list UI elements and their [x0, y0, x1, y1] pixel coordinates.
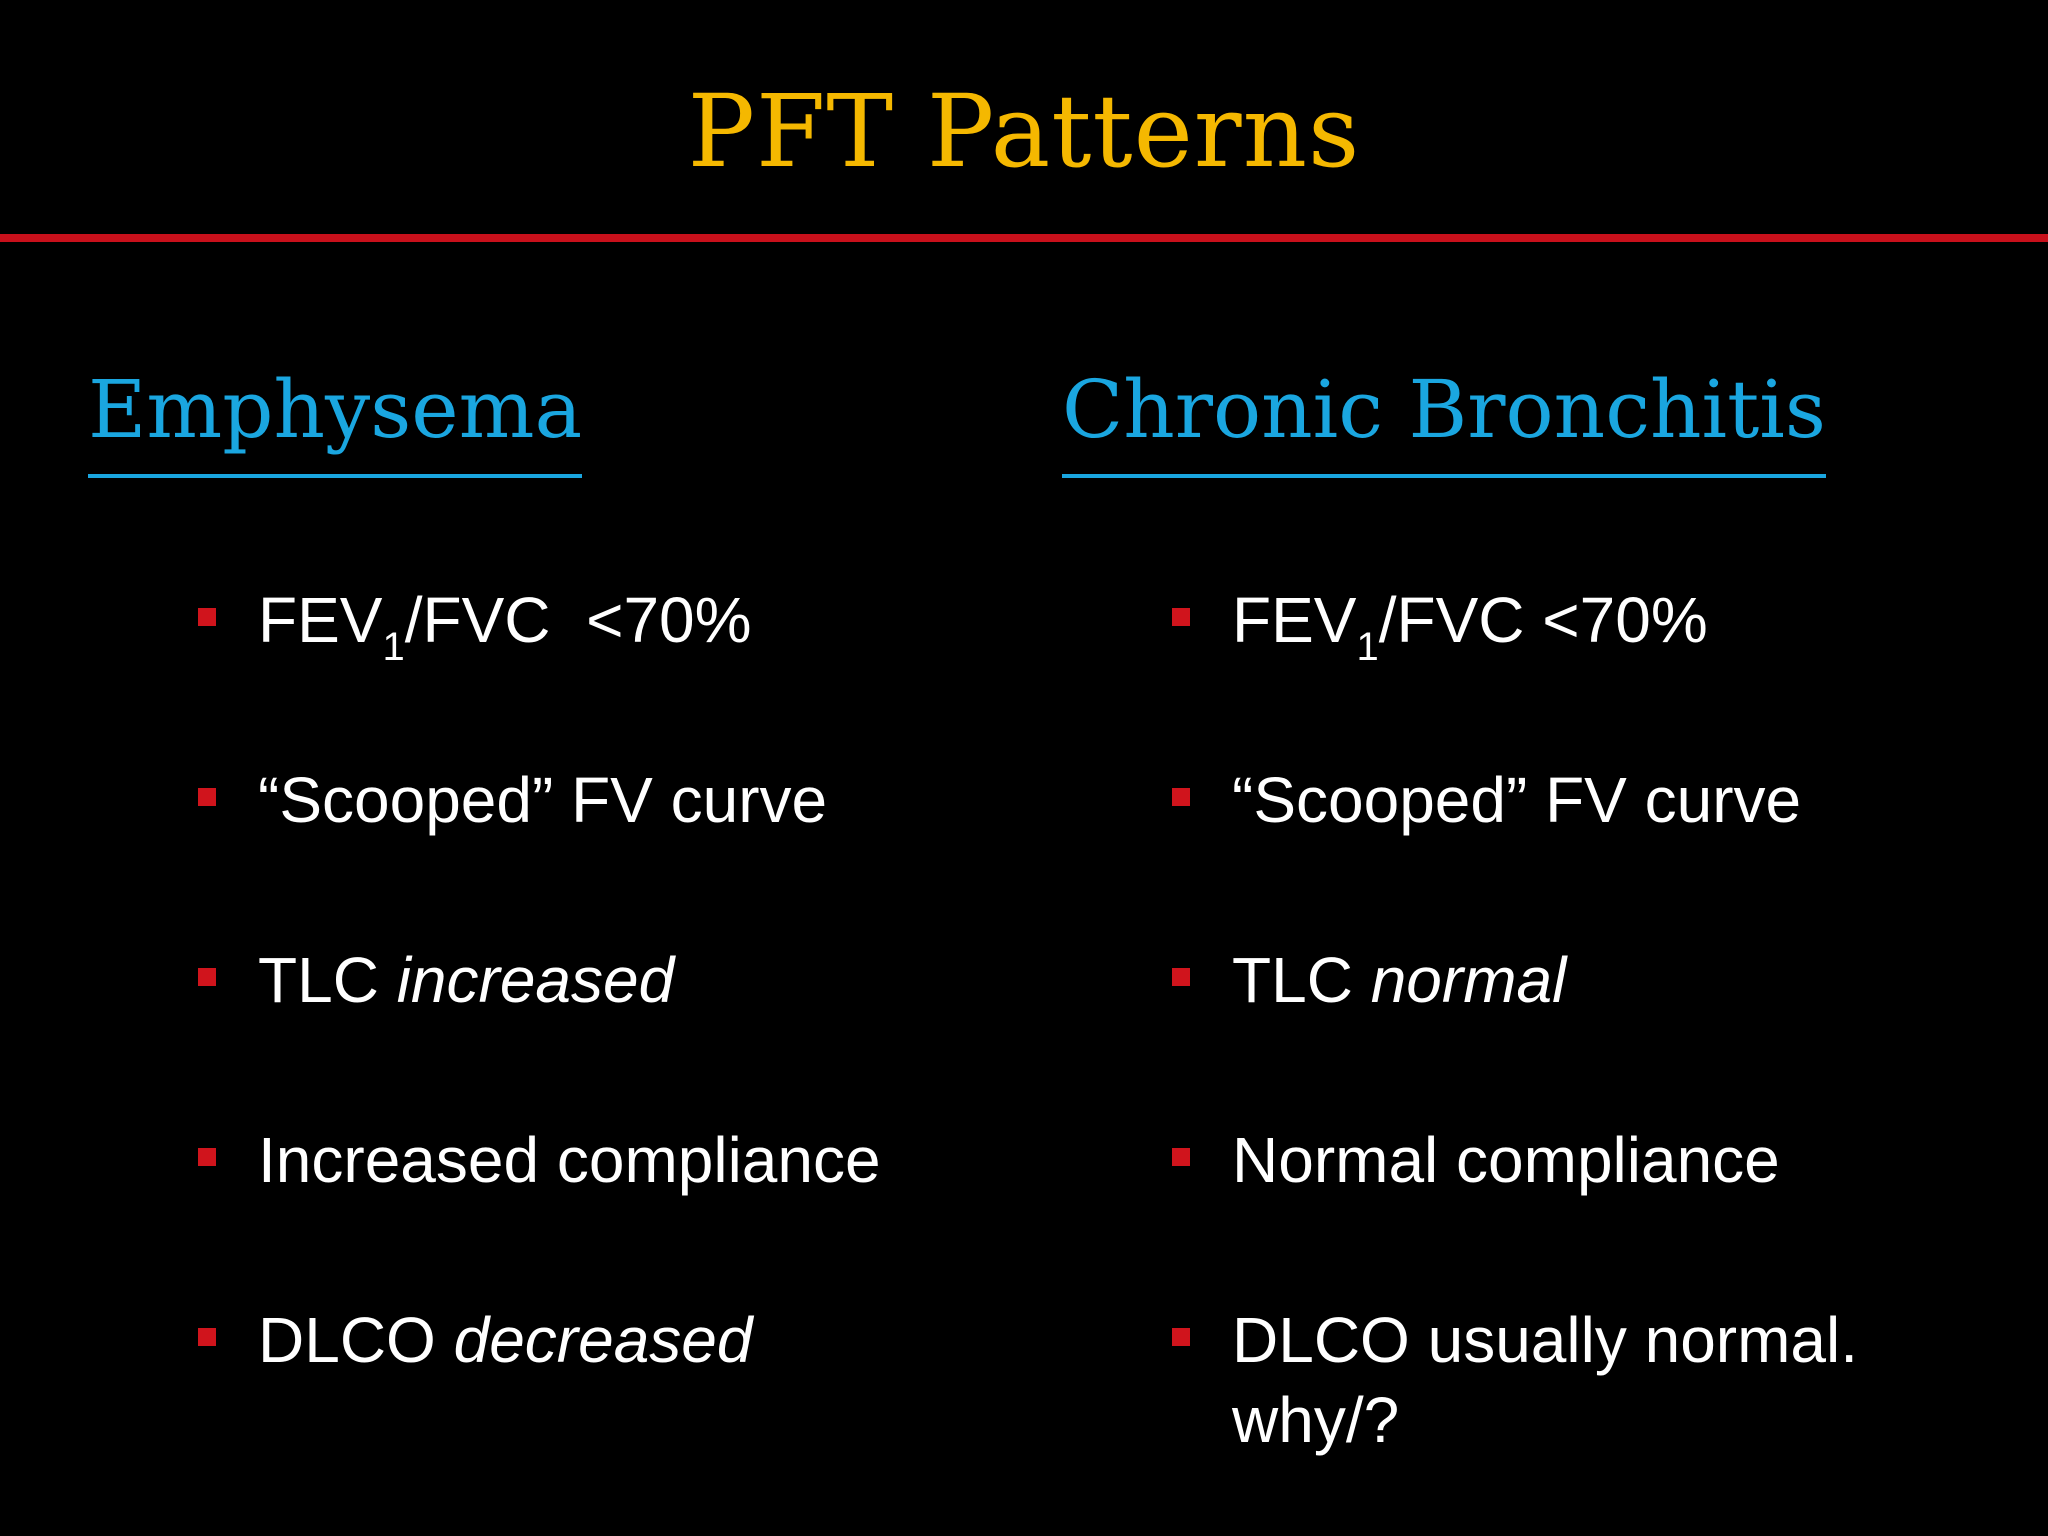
bullet-dlco: DLCO decreased [198, 1300, 1018, 1480]
square-bullet-icon [198, 968, 216, 986]
bullet-fv-curve: “Scooped” FV curve [1172, 760, 1972, 940]
dlco-label: DLCO [258, 1304, 454, 1376]
fv-curve-text: “Scooped” FV curve [258, 764, 828, 836]
square-bullet-icon [198, 1148, 216, 1166]
bullet-fev-ratio: FEV1/FVC <70% [1172, 580, 1972, 760]
compliance-text: Increased compliance [258, 1124, 881, 1196]
emphysema-column: Emphysema FEV1/FVC <70% “Scooped” FV cur… [88, 360, 988, 1376]
slide-title: PFT Patterns [687, 73, 1361, 190]
bullet-compliance: Increased compliance [198, 1120, 1018, 1300]
fev-label: FEV [1232, 584, 1357, 656]
bullet-tlc: TLC increased [198, 940, 1018, 1120]
fvc-threshold: /FVC <70% [404, 584, 752, 656]
chronic-bronchitis-column: Chronic Bronchitis FEV1/FVC <70% “Scoope… [1062, 360, 2002, 1456]
emphysema-heading: Emphysema [88, 360, 583, 478]
square-bullet-icon [1172, 608, 1190, 626]
bullet-compliance: Normal compliance [1172, 1120, 1972, 1300]
dlco-value: decreased [453, 1304, 753, 1376]
fv-curve-text: “Scooped” FV curve [1232, 764, 1802, 836]
bullet-tlc: TLC normal [1172, 940, 1972, 1120]
tlc-label: TLC [1232, 944, 1371, 1016]
chronic-bronchitis-heading: Chronic Bronchitis [1062, 360, 1826, 478]
tlc-value: increased [396, 944, 675, 1016]
square-bullet-icon [198, 1328, 216, 1346]
square-bullet-icon [1172, 788, 1190, 806]
fev-subscript: 1 [1356, 625, 1379, 669]
square-bullet-icon [1172, 968, 1190, 986]
title-divider [0, 234, 2048, 242]
chronic-bronchitis-bullet-list: FEV1/FVC <70% “Scooped” FV curve TLC nor… [1172, 580, 1972, 1480]
dlco-text: DLCO usually normal. why/? [1232, 1304, 1858, 1456]
square-bullet-icon [198, 788, 216, 806]
fev-label: FEV [258, 584, 383, 656]
tlc-value: normal [1370, 944, 1567, 1016]
fev-subscript: 1 [382, 625, 405, 669]
emphysema-bullet-list: FEV1/FVC <70% “Scooped” FV curve TLC inc… [198, 580, 1018, 1480]
bullet-fev-ratio: FEV1/FVC <70% [198, 580, 1018, 760]
square-bullet-icon [198, 608, 216, 626]
bullet-fv-curve: “Scooped” FV curve [198, 760, 1018, 940]
compliance-text: Normal compliance [1232, 1124, 1780, 1196]
bullet-dlco: DLCO usually normal. why/? [1172, 1300, 1972, 1480]
fvc-threshold: /FVC <70% [1378, 584, 1708, 656]
square-bullet-icon [1172, 1148, 1190, 1166]
square-bullet-icon [1172, 1328, 1190, 1346]
tlc-label: TLC [258, 944, 397, 1016]
